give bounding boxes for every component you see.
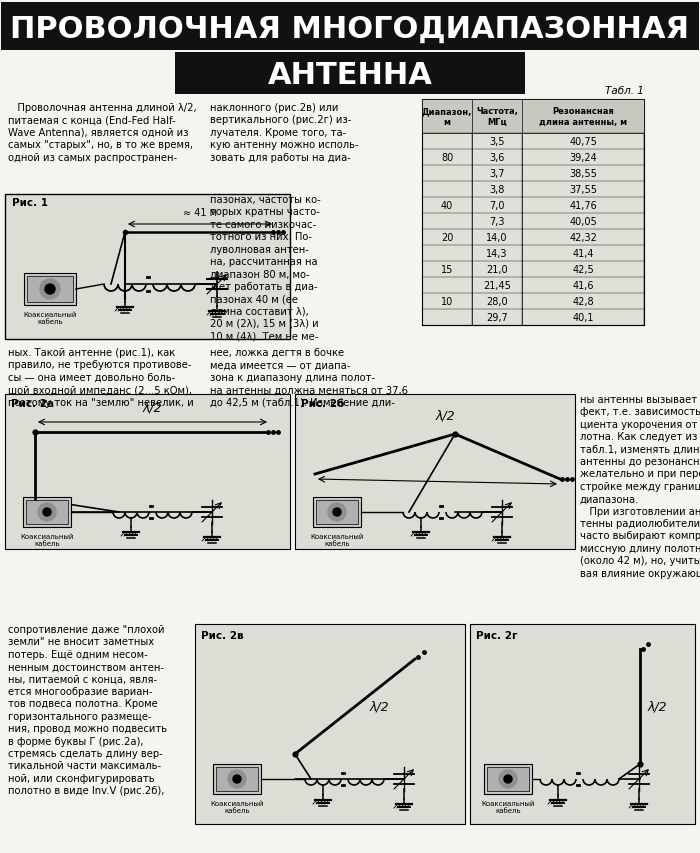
Text: Рис. 2г: Рис. 2г: [476, 630, 517, 641]
Text: ≈ 41 м: ≈ 41 м: [183, 208, 217, 218]
Bar: [5, 395, 290, 549]
Text: Рис. 2б: Рис. 2б: [301, 398, 344, 409]
Circle shape: [499, 770, 517, 788]
Text: 40,05: 40,05: [569, 217, 597, 227]
Text: 42,32: 42,32: [569, 233, 597, 243]
Bar: [27, 276, 73, 303]
Text: 38,55: 38,55: [569, 169, 597, 179]
Text: λ/2: λ/2: [435, 409, 455, 422]
Text: 3,5: 3,5: [489, 136, 505, 147]
Circle shape: [228, 770, 246, 788]
Text: 3,6: 3,6: [489, 153, 505, 163]
Text: 40: 40: [441, 200, 453, 211]
Text: 39,24: 39,24: [569, 153, 597, 163]
Bar: [295, 395, 575, 549]
Bar: [470, 624, 695, 824]
Text: 42,5: 42,5: [572, 264, 594, 275]
Circle shape: [504, 775, 512, 783]
Text: Коаксиальный
кабель: Коаксиальный кабель: [482, 800, 535, 813]
Text: 37,55: 37,55: [569, 185, 597, 194]
Bar: [422, 100, 644, 326]
Text: пазонах, частоты ко-
торых кратны часто-
те самого низкочас-
тотного из них. По-: пазонах, частоты ко- торых кратны часто-…: [210, 194, 321, 341]
Text: 41,6: 41,6: [573, 281, 594, 291]
Text: Коаксиальный
кабель: Коаксиальный кабель: [310, 533, 364, 547]
Text: Диапазон,
м: Диапазон, м: [422, 107, 472, 126]
Text: 21,0: 21,0: [486, 264, 507, 275]
Text: λ/2: λ/2: [143, 402, 162, 415]
Text: 10: 10: [441, 297, 453, 306]
Text: 14,0: 14,0: [486, 233, 507, 243]
Text: 3,8: 3,8: [489, 185, 505, 194]
Text: АНТЕННА: АНТЕННА: [267, 61, 433, 90]
Text: λ/2: λ/2: [370, 699, 390, 712]
Text: 21,45: 21,45: [483, 281, 511, 291]
Text: ны антенны вызывает концевой эф-
фект, т.е. зависимость коэффи-
циента укорочени: ны антенны вызывает концевой эф- фект, т…: [580, 395, 700, 578]
Text: наклонного (рис.2в) или
вертикального (рис.2г) из-
лучателя. Кроме того, та-
кую: наклонного (рис.2в) или вертикального (р…: [210, 103, 358, 162]
Bar: [5, 194, 290, 339]
Text: 14,3: 14,3: [486, 249, 507, 258]
Text: λ/2: λ/2: [648, 699, 668, 712]
Text: 42,8: 42,8: [572, 297, 594, 306]
Bar: [313, 497, 361, 527]
Text: ных. Такой антенне (рис.1), как
правило, не требуются противове-
сы — она имеет : ных. Такой антенне (рис.1), как правило,…: [8, 347, 194, 407]
Text: Рис. 2а: Рис. 2а: [11, 398, 54, 409]
Bar: [216, 767, 258, 791]
Text: 28,0: 28,0: [486, 297, 507, 306]
Text: Проволочная антенна длиной λ/2,
питаемая с конца (End-Fed Half-
Wave Antenna), я: Проволочная антенна длиной λ/2, питаемая…: [8, 103, 197, 162]
Text: нее, ложка дегтя в бочке
меда имеется — от диапа-
зона к диапазону длина полот-
: нее, ложка дегтя в бочке меда имеется — …: [210, 347, 408, 407]
Circle shape: [233, 775, 241, 783]
Circle shape: [45, 285, 55, 294]
Bar: [213, 764, 261, 794]
Text: Рис. 2в: Рис. 2в: [201, 630, 244, 641]
Text: 41,4: 41,4: [573, 249, 594, 258]
Text: Коаксиальный
кабель: Коаксиальный кабель: [210, 800, 264, 813]
Text: 7,3: 7,3: [489, 217, 505, 227]
Circle shape: [43, 508, 51, 516]
Text: 80: 80: [441, 153, 453, 163]
Text: Частота,
МГц: Частота, МГц: [476, 107, 518, 126]
Circle shape: [38, 503, 56, 521]
Bar: [195, 624, 465, 824]
Text: 3,7: 3,7: [489, 169, 505, 179]
Text: Коаксиальный
кабель: Коаксиальный кабель: [20, 533, 74, 547]
Bar: [175, 53, 525, 95]
Text: сопротивление даже "плохой
земли" не вносит заметных
потерь. Ещё одним несом-
не: сопротивление даже "плохой земли" не вно…: [8, 624, 167, 795]
Text: Коаксиальный
кабель: Коаксиальный кабель: [23, 311, 77, 325]
Circle shape: [40, 280, 60, 299]
Circle shape: [333, 508, 341, 516]
Bar: [1, 3, 699, 51]
Text: 41,76: 41,76: [569, 200, 597, 211]
Bar: [487, 767, 529, 791]
Text: 15: 15: [441, 264, 453, 275]
Bar: [484, 764, 532, 794]
Text: 29,7: 29,7: [486, 313, 508, 322]
Text: ПРОВОЛОЧНАЯ МНОГОДИАПАЗОННАЯ: ПРОВОЛОЧНАЯ МНОГОДИАПАЗОННАЯ: [10, 15, 690, 44]
Circle shape: [328, 503, 346, 521]
Text: 40,75: 40,75: [569, 136, 597, 147]
Bar: [316, 501, 358, 525]
Bar: [24, 274, 76, 305]
Bar: [422, 100, 644, 134]
Text: 20: 20: [441, 233, 453, 243]
Bar: [23, 497, 71, 527]
Text: 7,0: 7,0: [489, 200, 505, 211]
Text: 40,1: 40,1: [573, 313, 594, 322]
Text: Рис. 1: Рис. 1: [12, 198, 48, 208]
Bar: [26, 501, 68, 525]
Text: Резонансная
длина антенны, м: Резонансная длина антенны, м: [539, 107, 627, 126]
Text: Табл. 1: Табл. 1: [605, 86, 644, 96]
